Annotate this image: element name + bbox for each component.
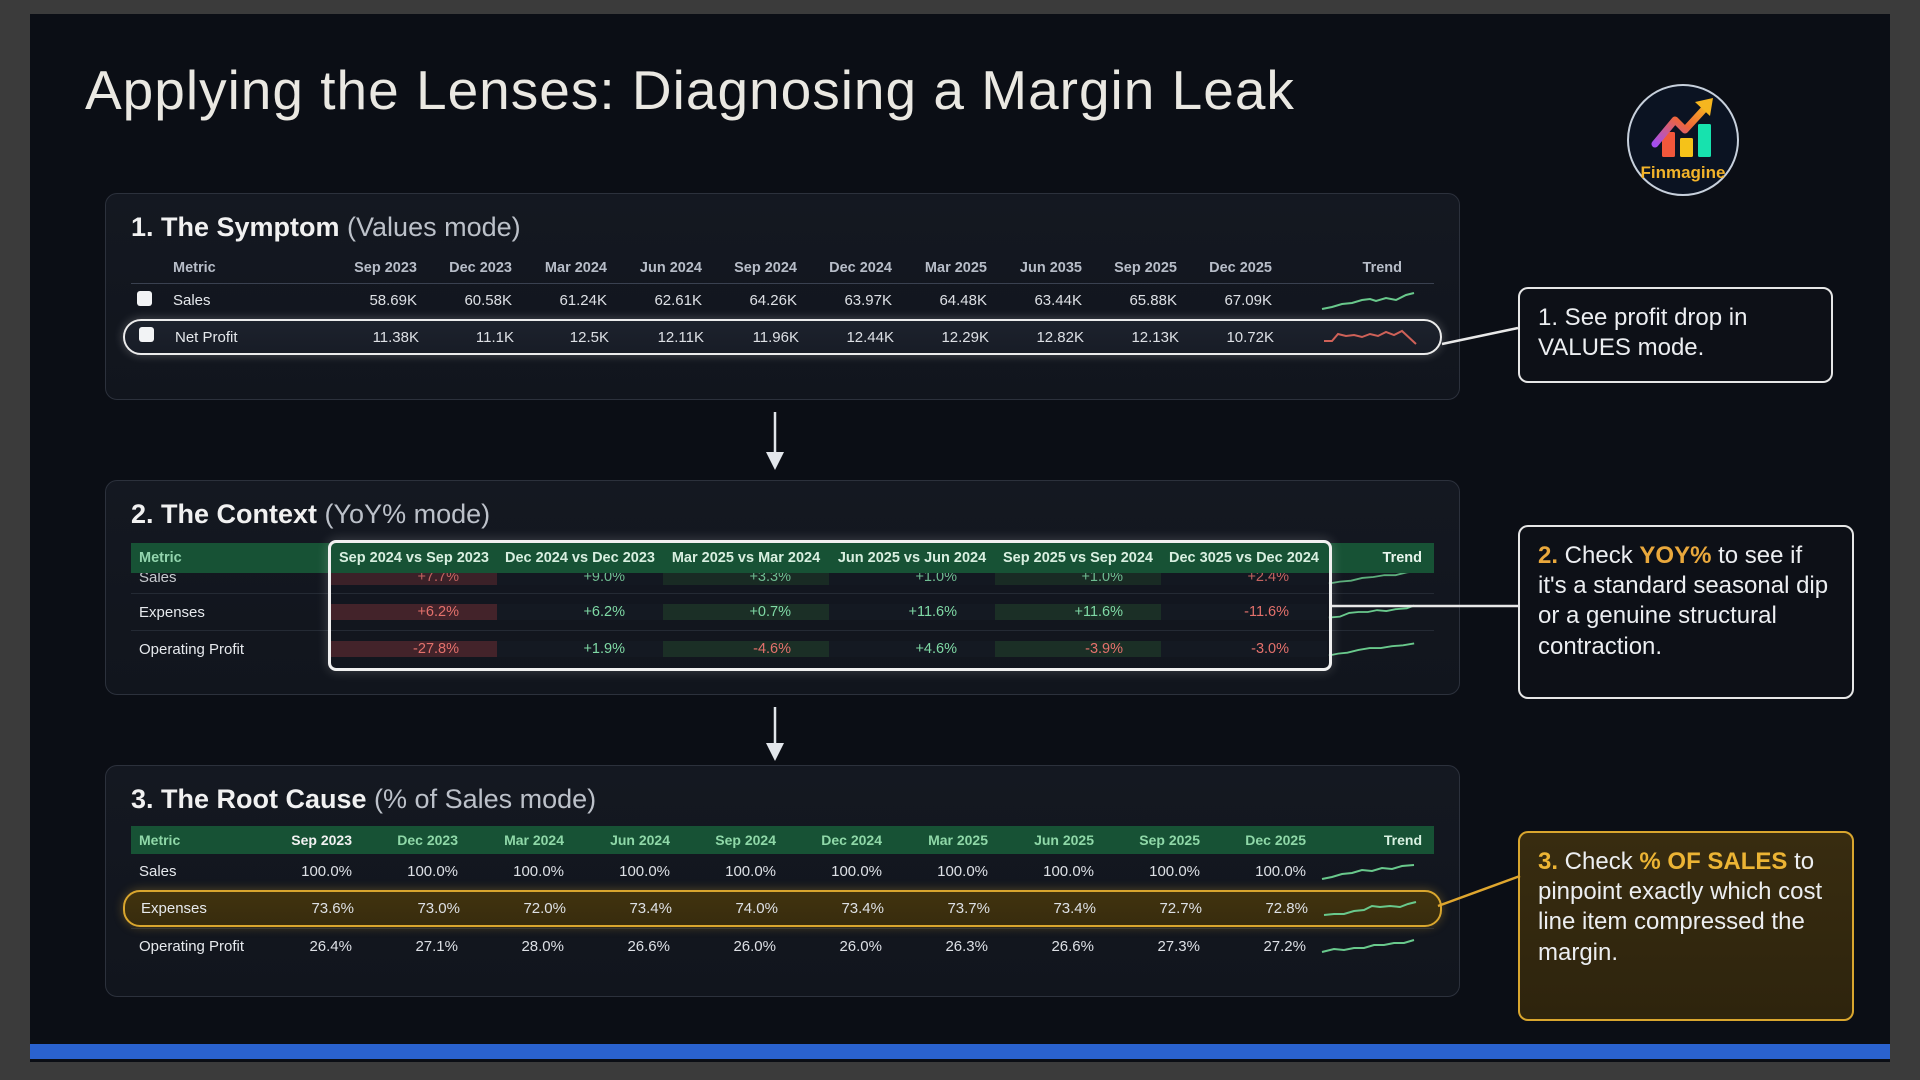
yoy-table: Metric Sep 2024 vs Sep 2023 Dec 2024 vs … — [131, 540, 1434, 671]
section-3-heading: 3. The Root Cause (% of Sales mode) — [131, 782, 1434, 818]
col-header: Mar 2024 — [504, 832, 564, 848]
col-header: Dec 2024 — [821, 832, 882, 848]
callout-yoy-mode: 2. Check YOY% to see if it's a standard … — [1518, 525, 1854, 699]
trend-sparkline-red — [1290, 326, 1438, 348]
table-row-sales: Sales 100.0% 100.0% 100.0% 100.0% 100.0%… — [131, 854, 1434, 889]
col-header: Jun 2035 — [1019, 259, 1082, 276]
table-row-sales-clipped: Sales +7.7% +9.0% +3.3% +1.0% +1.0% +2.4… — [131, 573, 1434, 593]
metric-label: Net Profit — [175, 328, 238, 346]
col-header: Sep 2024 — [715, 832, 776, 848]
metric-label: Operating Profit — [139, 937, 245, 955]
table-row-expenses-highlighted[interactable]: Expenses 73.6% 73.0% 72.0% 73.4% 74.0% 7… — [123, 890, 1442, 927]
col-header: Mar 2024 — [544, 259, 607, 276]
metric-label: Sales — [139, 573, 177, 586]
col-header: Sep 2025 — [1114, 259, 1177, 276]
col-header: Sep 2024 vs Sep 2023 — [339, 550, 489, 566]
pct-sales-table-header: Metric Sep 2023 Dec 2023 Mar 2024 Jun 20… — [131, 826, 1434, 854]
down-arrow-icon — [766, 707, 784, 761]
table-row-expenses: Expenses +6.2% +6.2% +0.7% +11.6% +11.6%… — [131, 593, 1434, 630]
col-header: Dec 2023 — [449, 259, 512, 276]
section-1-heading-strong: 1. The Symptom — [131, 212, 340, 242]
col-header: Dec 2025 — [1245, 832, 1306, 848]
logo-brand-text: Finmagine — [1640, 163, 1725, 182]
page-title: Applying the Lenses: Diagnosing a Margin… — [85, 59, 1295, 121]
col-header-metric: Metric — [139, 550, 182, 566]
col-header: Dec 2025 — [1209, 259, 1272, 276]
finmagine-logo-icon: Finmagine — [1627, 84, 1739, 196]
col-header: Sep 2023 — [354, 259, 417, 276]
values-table-header: Metric Sep 2023 Dec 2023 Mar 2024 Jun 20… — [131, 252, 1434, 284]
trend-sparkline-green — [1288, 290, 1436, 312]
section-2-heading-strong: 2. The Context — [131, 499, 318, 529]
section-3-heading-mode: (% of Sales mode) — [366, 784, 597, 814]
panel-symptom: 1. The Symptom (Values mode) Metric Sep … — [105, 193, 1460, 400]
table-row-operating-profit: Operating Profit 26.4% 27.1% 28.0% 26.6%… — [131, 928, 1434, 963]
col-header-trend: Trend — [1382, 550, 1422, 566]
callout-1-text: 1. See profit drop in VALUES mode. — [1538, 304, 1748, 362]
callout-2-number: 2. — [1538, 542, 1559, 569]
table-row-sales[interactable]: Sales 58.69K 60.58K 61.24K 62.61K 64.26K… — [131, 284, 1434, 317]
table-row-net-profit-selected[interactable]: Net Profit 11.38K 11.1K 12.5K 12.11K 11.… — [123, 319, 1442, 355]
row-checkbox[interactable] — [139, 327, 154, 342]
down-arrow-icon — [766, 412, 784, 470]
metric-label: Operating Profit — [139, 640, 245, 658]
table-row-operating-profit: Operating Profit -27.8% +1.9% -4.6% +4.6… — [131, 630, 1434, 667]
callout-pct-sales-mode: 3. Check % OF SALES to pinpoint exactly … — [1518, 831, 1854, 1021]
col-header: Mar 2025 — [928, 832, 988, 848]
slide-canvas: Applying the Lenses: Diagnosing a Margin… — [30, 14, 1890, 1062]
trend-sparkline-green — [1327, 601, 1436, 623]
panel-context: 2. The Context (YoY% mode) Metric Sep 20… — [105, 480, 1460, 695]
callout-3-number: 3. — [1538, 848, 1559, 875]
callout-2-keyword: YOY% — [1639, 542, 1712, 569]
metric-label: Expenses — [139, 603, 205, 621]
bottom-accent-bar — [30, 1044, 1890, 1059]
values-table: Metric Sep 2023 Dec 2023 Mar 2024 Jun 20… — [123, 252, 1442, 355]
trend-sparkline-green — [1327, 638, 1436, 660]
trend-sparkline-green — [1322, 898, 1438, 920]
col-header: Dec 2023 — [397, 832, 458, 848]
col-header: Sep 2024 — [734, 259, 797, 276]
section-2-heading: 2. The Context (YoY% mode) — [131, 497, 1434, 533]
section-1-heading: 1. The Symptom (Values mode) — [131, 210, 1434, 246]
col-header: Dec 2024 — [829, 259, 892, 276]
col-header-metric: Metric — [173, 259, 216, 276]
section-3-heading-strong: 3. The Root Cause — [131, 784, 367, 814]
col-header: Mar 2025 vs Mar 2024 — [671, 550, 821, 566]
col-header: Sep 2025 — [1139, 832, 1200, 848]
row-checkbox[interactable] — [137, 290, 152, 306]
panel-root-cause: 3. The Root Cause (% of Sales mode) Metr… — [105, 765, 1460, 997]
finmagine-logo: Finmagine — [1625, 82, 1741, 198]
col-header-metric: Metric — [139, 832, 181, 848]
trend-sparkline-green — [1320, 935, 1436, 957]
section-2-heading-mode: (YoY% mode) — [317, 499, 491, 529]
section-1-heading-mode: (Values mode) — [339, 212, 521, 242]
col-header: Jun 2024 — [610, 832, 670, 848]
metric-label: Sales — [173, 292, 211, 309]
pct-sales-table: Metric Sep 2023 Dec 2023 Mar 2024 Jun 20… — [123, 826, 1442, 963]
col-header: Sep 2023 — [291, 832, 352, 848]
col-header-trend: Trend — [1362, 259, 1402, 276]
yoy-table-header: Metric Sep 2024 vs Sep 2023 Dec 2024 vs … — [131, 543, 1434, 573]
metric-label: Expenses — [141, 900, 207, 917]
col-header: Sep 2025 vs Sep 2024 — [1003, 550, 1153, 566]
col-header: Dec 3025 vs Dec 2024 — [1169, 550, 1319, 566]
col-header: Jun 2025 — [1034, 832, 1094, 848]
col-header: Dec 2024 vs Dec 2023 — [505, 550, 655, 566]
callout-3-keyword: % OF SALES — [1639, 848, 1788, 875]
col-header: Jun 2024 — [639, 259, 702, 276]
col-header: Jun 2025 vs Jun 2024 — [837, 550, 987, 566]
trend-sparkline-green — [1320, 861, 1436, 883]
col-header: Mar 2025 — [924, 259, 987, 276]
col-header-trend: Trend — [1383, 832, 1422, 848]
callout-values-mode: 1. See profit drop in VALUES mode. — [1518, 287, 1833, 383]
metric-label: Sales — [139, 863, 177, 880]
trend-sparkline-green — [1327, 573, 1434, 588]
